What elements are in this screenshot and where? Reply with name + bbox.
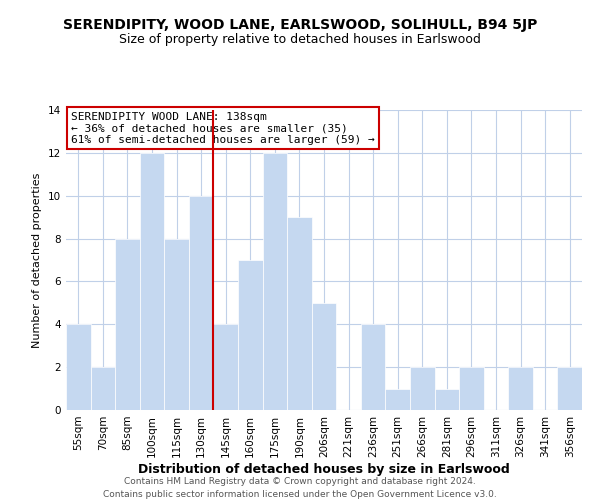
- Bar: [214, 324, 238, 410]
- Bar: [238, 260, 263, 410]
- Bar: [287, 217, 312, 410]
- Text: SERENDIPITY, WOOD LANE, EARLSWOOD, SOLIHULL, B94 5JP: SERENDIPITY, WOOD LANE, EARLSWOOD, SOLIH…: [63, 18, 537, 32]
- Text: SERENDIPITY WOOD LANE: 138sqm
← 36% of detached houses are smaller (35)
61% of s: SERENDIPITY WOOD LANE: 138sqm ← 36% of d…: [71, 112, 375, 144]
- Bar: [557, 367, 582, 410]
- Bar: [434, 388, 459, 410]
- Bar: [385, 388, 410, 410]
- Bar: [189, 196, 214, 410]
- Bar: [140, 153, 164, 410]
- Text: Size of property relative to detached houses in Earlswood: Size of property relative to detached ho…: [119, 32, 481, 46]
- Bar: [66, 324, 91, 410]
- Bar: [91, 367, 115, 410]
- Bar: [312, 303, 336, 410]
- Y-axis label: Number of detached properties: Number of detached properties: [32, 172, 43, 348]
- Bar: [115, 238, 140, 410]
- Bar: [508, 367, 533, 410]
- Bar: [164, 238, 189, 410]
- Text: Contains public sector information licensed under the Open Government Licence v3: Contains public sector information licen…: [103, 490, 497, 499]
- Bar: [459, 367, 484, 410]
- X-axis label: Distribution of detached houses by size in Earlswood: Distribution of detached houses by size …: [138, 462, 510, 475]
- Bar: [410, 367, 434, 410]
- Bar: [361, 324, 385, 410]
- Text: Contains HM Land Registry data © Crown copyright and database right 2024.: Contains HM Land Registry data © Crown c…: [124, 478, 476, 486]
- Bar: [263, 153, 287, 410]
